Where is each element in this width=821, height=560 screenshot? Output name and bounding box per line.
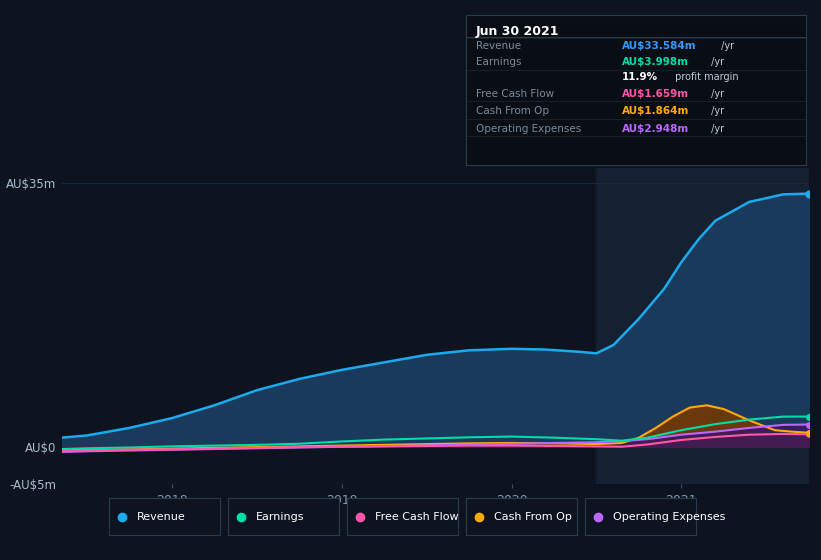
Text: /yr: /yr [709, 57, 725, 67]
Text: Revenue: Revenue [475, 41, 521, 51]
Text: Jun 30 2021: Jun 30 2021 [475, 25, 559, 38]
Text: profit margin: profit margin [672, 72, 738, 82]
Bar [596, 168, 821, 484]
Text: AU$3.998m: AU$3.998m [622, 57, 690, 67]
Text: AU$1.864m: AU$1.864m [622, 106, 690, 116]
Text: Operating Expenses: Operating Expenses [475, 124, 581, 134]
Text: AU$2.948m: AU$2.948m [622, 124, 690, 134]
Text: 11.9%: 11.9% [622, 72, 658, 82]
Text: Operating Expenses: Operating Expenses [612, 512, 725, 521]
Text: /yr: /yr [709, 106, 725, 116]
Text: Revenue: Revenue [136, 512, 186, 521]
Text: /yr: /yr [709, 89, 725, 99]
Text: Cash From Op: Cash From Op [475, 106, 548, 116]
Text: /yr: /yr [718, 41, 734, 51]
Text: AU$33.584m: AU$33.584m [622, 41, 697, 51]
Text: Free Cash Flow: Free Cash Flow [475, 89, 554, 99]
Text: /yr: /yr [709, 124, 725, 134]
Text: Free Cash Flow: Free Cash Flow [374, 512, 458, 521]
Text: Cash From Op: Cash From Op [493, 512, 571, 521]
Text: AU$1.659m: AU$1.659m [622, 89, 690, 99]
Text: Earnings: Earnings [475, 57, 521, 67]
Text: Earnings: Earnings [255, 512, 304, 521]
